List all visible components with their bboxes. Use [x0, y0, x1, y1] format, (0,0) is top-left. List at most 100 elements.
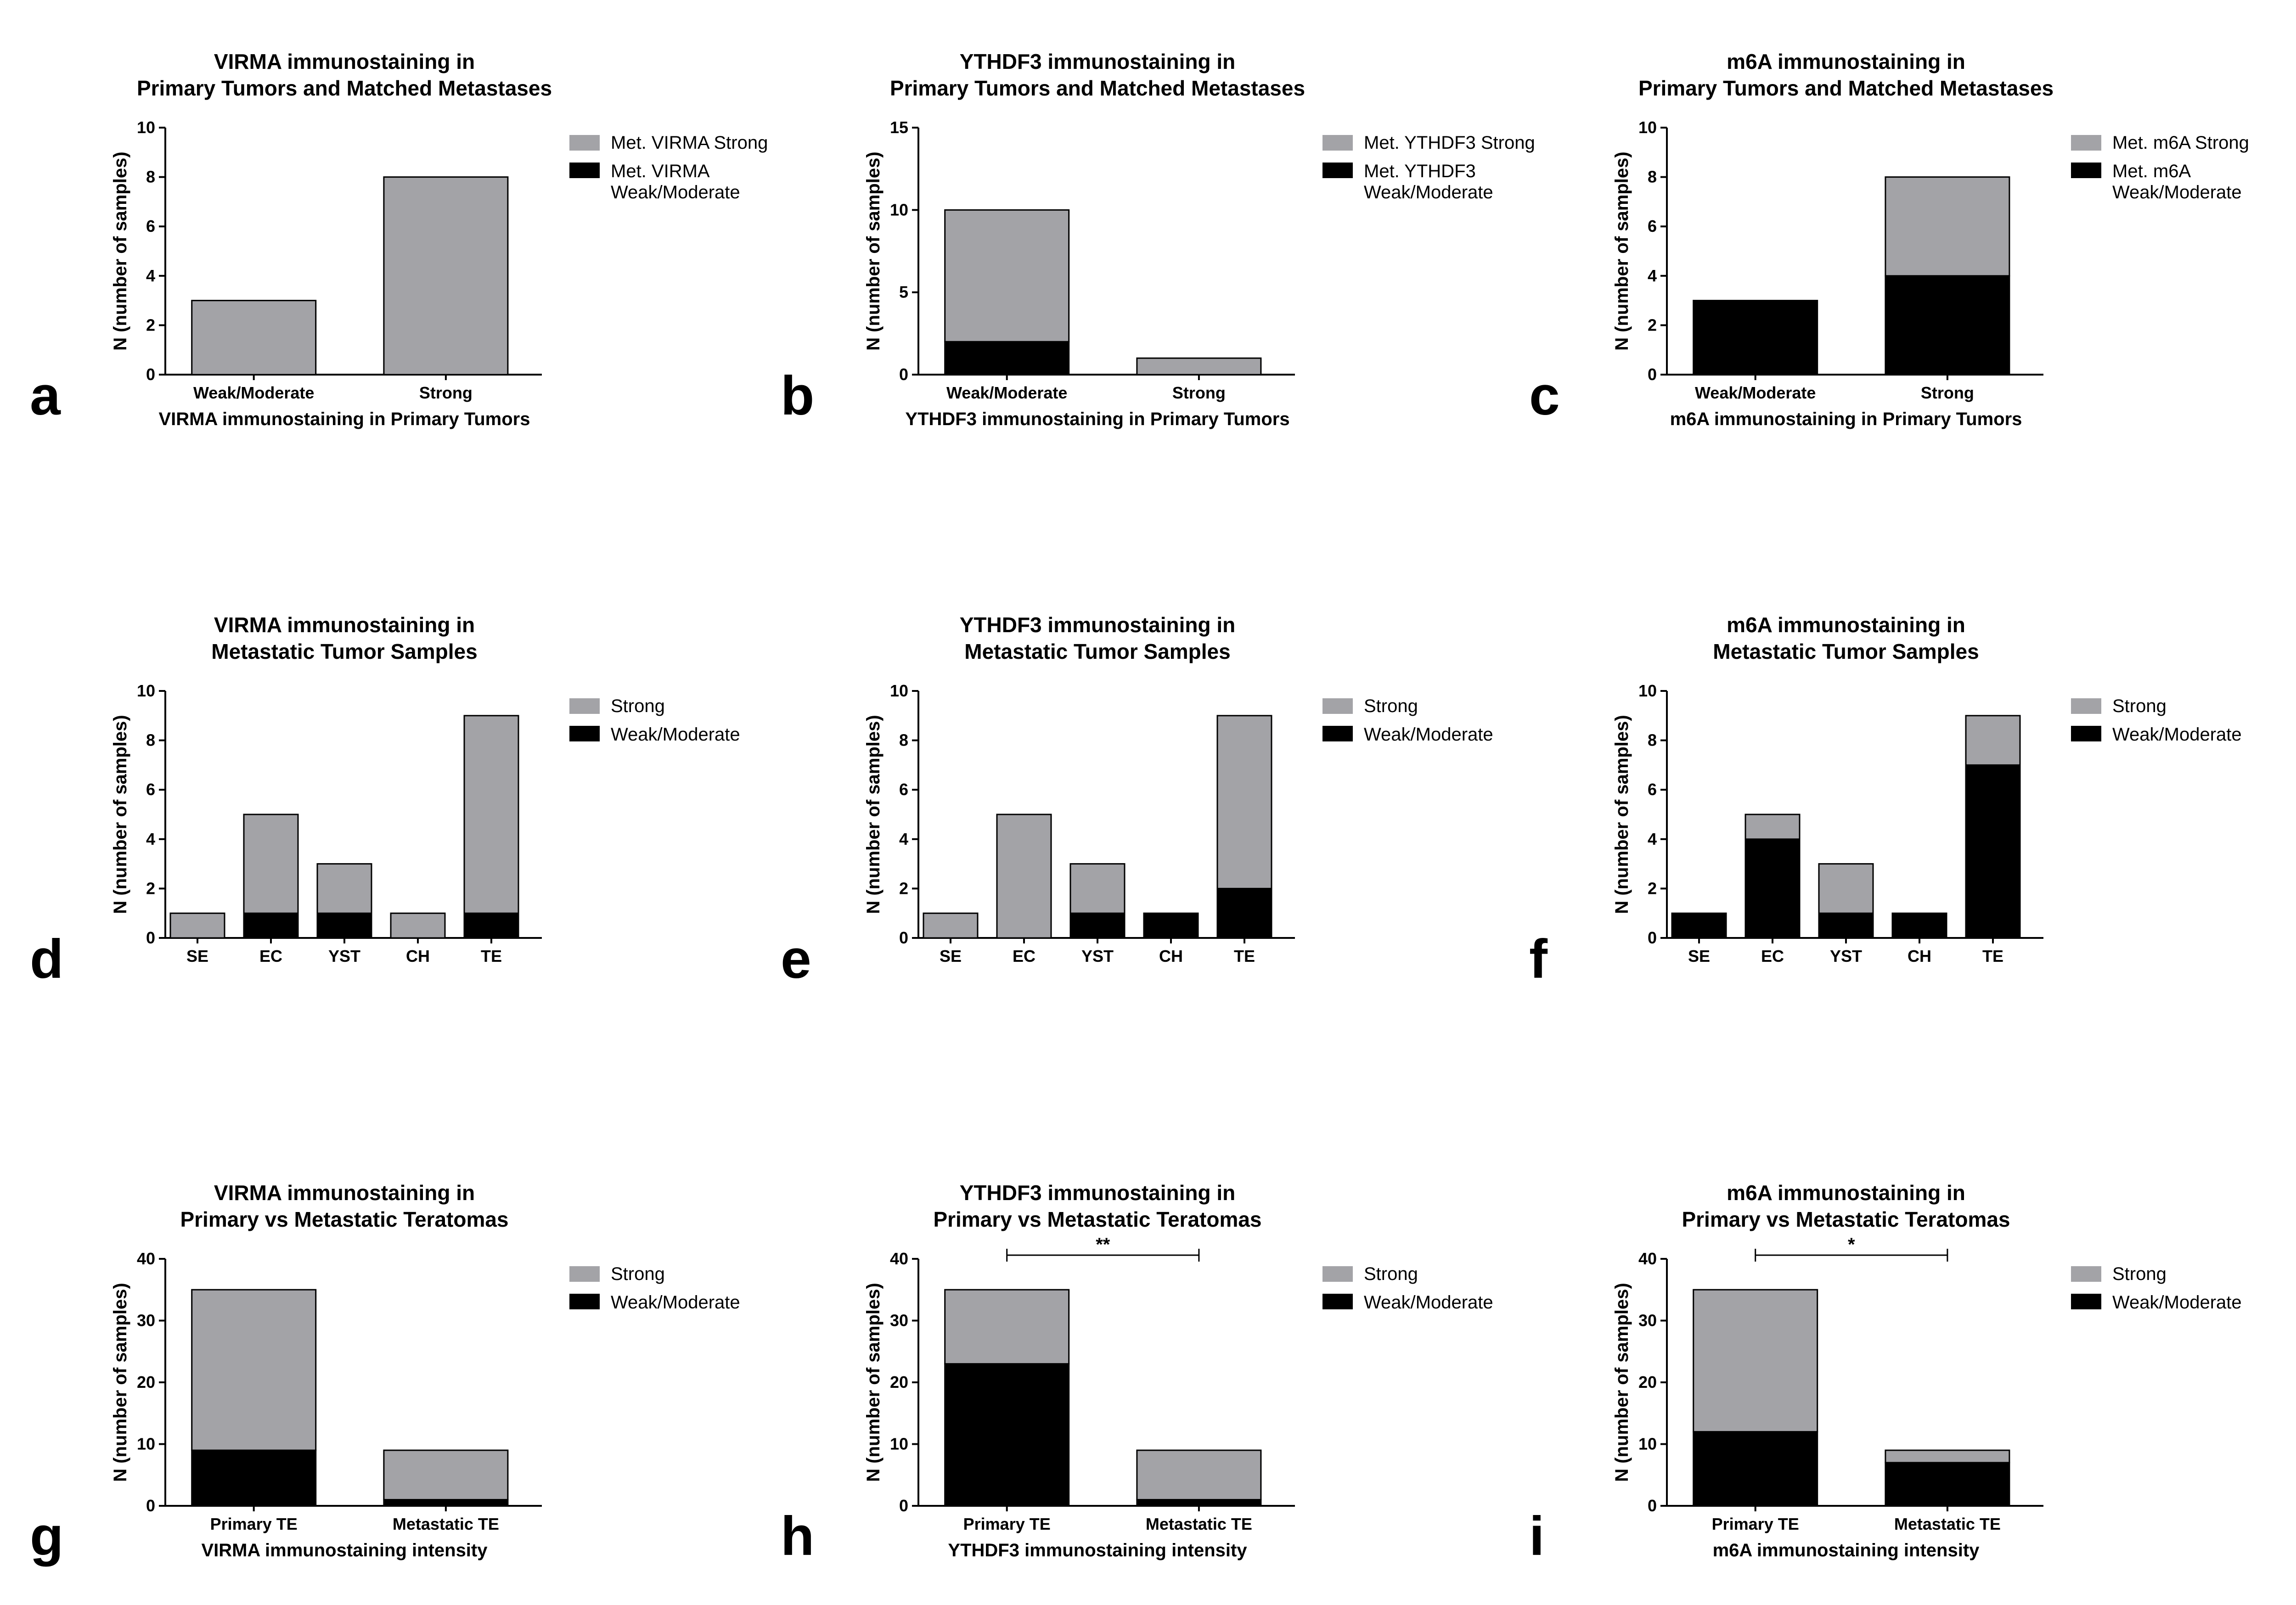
- y-tick-label: 4: [146, 266, 155, 285]
- legend-swatch-strong: [1322, 1266, 1353, 1282]
- y-tick-label: 10: [137, 118, 155, 137]
- x-tick-label: CH: [406, 947, 430, 965]
- bar-segment: [169, 912, 225, 939]
- y-tick-label: 2: [1648, 315, 1657, 334]
- bar-segment: [243, 912, 299, 939]
- bar-segment: [390, 912, 446, 939]
- y-tick-label: 8: [146, 731, 155, 750]
- y-tick-label: 6: [1648, 217, 1657, 236]
- chart-panel-a: VIRMA immunostaining in Primary Tumors an…: [30, 50, 768, 429]
- bar-segment: [1818, 863, 1874, 914]
- y-tick-label: 4: [1648, 266, 1657, 285]
- bar-segment: [463, 912, 519, 939]
- bar-segment: [944, 1363, 1070, 1507]
- y-axis-label: N (number of samples): [863, 152, 884, 350]
- chart-title: Primary Tumors and Matched Metastases: [1638, 76, 2054, 100]
- x-axis-label: m6A immunostaining in Primary Tumors: [1670, 409, 2022, 429]
- bar-segment: [191, 1289, 317, 1451]
- legend-label: Strong: [2112, 1264, 2167, 1284]
- y-tick-label: 0: [146, 928, 155, 947]
- bar-segment: [944, 1289, 1070, 1365]
- y-tick-label: 2: [899, 879, 908, 898]
- bar-segment: [1885, 176, 2010, 277]
- legend-label: Weak/Moderate: [611, 182, 740, 202]
- bar-segment: [1136, 1449, 1262, 1501]
- x-tick-label: SE: [940, 947, 962, 965]
- y-tick-label: 2: [146, 879, 155, 898]
- bar-segment: [996, 814, 1052, 939]
- x-tick-label: SE: [186, 947, 208, 965]
- y-tick-label: 0: [1648, 1496, 1657, 1515]
- legend-label: Strong: [2112, 696, 2167, 716]
- legend-label: Met. VIRMA: [611, 161, 710, 181]
- bar-segment: [1671, 912, 1727, 939]
- bar-segment: [1885, 275, 2010, 376]
- bar-segment: [1818, 912, 1874, 939]
- x-tick-label: Weak/Moderate: [1695, 383, 1816, 402]
- y-axis-label: N (number of samples): [110, 715, 130, 914]
- x-tick-label: TE: [1982, 947, 2003, 965]
- legend-label: Weak/Moderate: [611, 1292, 740, 1313]
- x-tick-label: YST: [1081, 947, 1114, 965]
- legend-swatch-weak: [2071, 163, 2101, 178]
- panel-letter: i: [1529, 1505, 1544, 1567]
- legend-label: Met. VIRMA Strong: [611, 133, 768, 153]
- bar-segment: [243, 814, 299, 914]
- x-axis-label: m6A immunostaining intensity: [1713, 1540, 1980, 1560]
- legend-label: Weak/Moderate: [1364, 182, 1493, 202]
- y-axis-label: N (number of samples): [1612, 152, 1632, 350]
- y-tick-label: 4: [899, 830, 908, 848]
- y-tick-label: 20: [137, 1373, 155, 1392]
- y-tick-label: 0: [899, 1496, 908, 1515]
- x-tick-label: EC: [1013, 947, 1035, 965]
- x-tick-label: YST: [1830, 947, 1862, 965]
- chart-title: m6A immunostaining in: [1727, 1181, 1965, 1205]
- chart-title: Primary vs Metastatic Teratomas: [1682, 1207, 2010, 1231]
- chart-title: Primary vs Metastatic Teratomas: [933, 1207, 1261, 1231]
- legend-label: Strong: [1364, 1264, 1418, 1284]
- y-tick-label: 6: [146, 780, 155, 799]
- y-tick-label: 2: [146, 315, 155, 334]
- x-tick-label: YST: [328, 947, 360, 965]
- legend-swatch-strong: [2071, 698, 2101, 714]
- chart-title: Metastatic Tumor Samples: [1713, 640, 1979, 663]
- bar-segment: [1693, 300, 1818, 376]
- panel-letter: f: [1529, 928, 1548, 990]
- bar-segment: [1885, 1462, 2010, 1507]
- legend-swatch-weak: [1322, 163, 1353, 178]
- legend-swatch-weak: [569, 163, 600, 178]
- y-tick-label: 4: [1648, 830, 1657, 848]
- x-axis-label: YTHDF3 immunostaining intensity: [948, 1540, 1247, 1560]
- y-tick-label: 6: [899, 780, 908, 799]
- y-tick-label: 10: [1638, 1435, 1657, 1453]
- y-tick-label: 0: [1648, 928, 1657, 947]
- bar-segment: [944, 209, 1070, 342]
- legend-swatch-weak: [569, 726, 600, 741]
- panel-letter: h: [781, 1505, 814, 1567]
- chart-title: Primary Tumors and Matched Metastases: [137, 76, 552, 100]
- y-axis-label: N (number of samples): [110, 152, 130, 350]
- y-tick-label: 8: [1648, 168, 1657, 186]
- chart-title: m6A immunostaining in: [1727, 613, 1965, 637]
- chart-title: VIRMA immunostaining in: [214, 50, 475, 73]
- y-axis-label: N (number of samples): [863, 715, 884, 914]
- x-tick-label: Metastatic TE: [1894, 1515, 2001, 1533]
- y-tick-label: 0: [899, 365, 908, 384]
- legend-swatch-strong: [1322, 135, 1353, 151]
- x-tick-label: CH: [1159, 947, 1183, 965]
- y-tick-label: 5: [899, 283, 908, 302]
- bar-segment: [1216, 887, 1272, 939]
- chart-panel-d: VIRMA immunostaining in Metastatic Tumor …: [30, 613, 740, 990]
- y-tick-label: 20: [890, 1373, 908, 1392]
- x-tick-label: Strong: [419, 383, 473, 402]
- x-tick-label: CH: [1908, 947, 1931, 965]
- legend-label: Met. m6A: [2112, 161, 2191, 181]
- chart-title: Primary vs Metastatic Teratomas: [180, 1207, 508, 1231]
- y-tick-label: 6: [1648, 780, 1657, 799]
- legend-label: Met. YTHDF3 Strong: [1364, 133, 1535, 153]
- bar-segment: [316, 912, 372, 939]
- y-tick-label: 30: [890, 1311, 908, 1330]
- panel-letter: e: [781, 928, 811, 990]
- legend-label: Weak/Moderate: [1364, 724, 1493, 745]
